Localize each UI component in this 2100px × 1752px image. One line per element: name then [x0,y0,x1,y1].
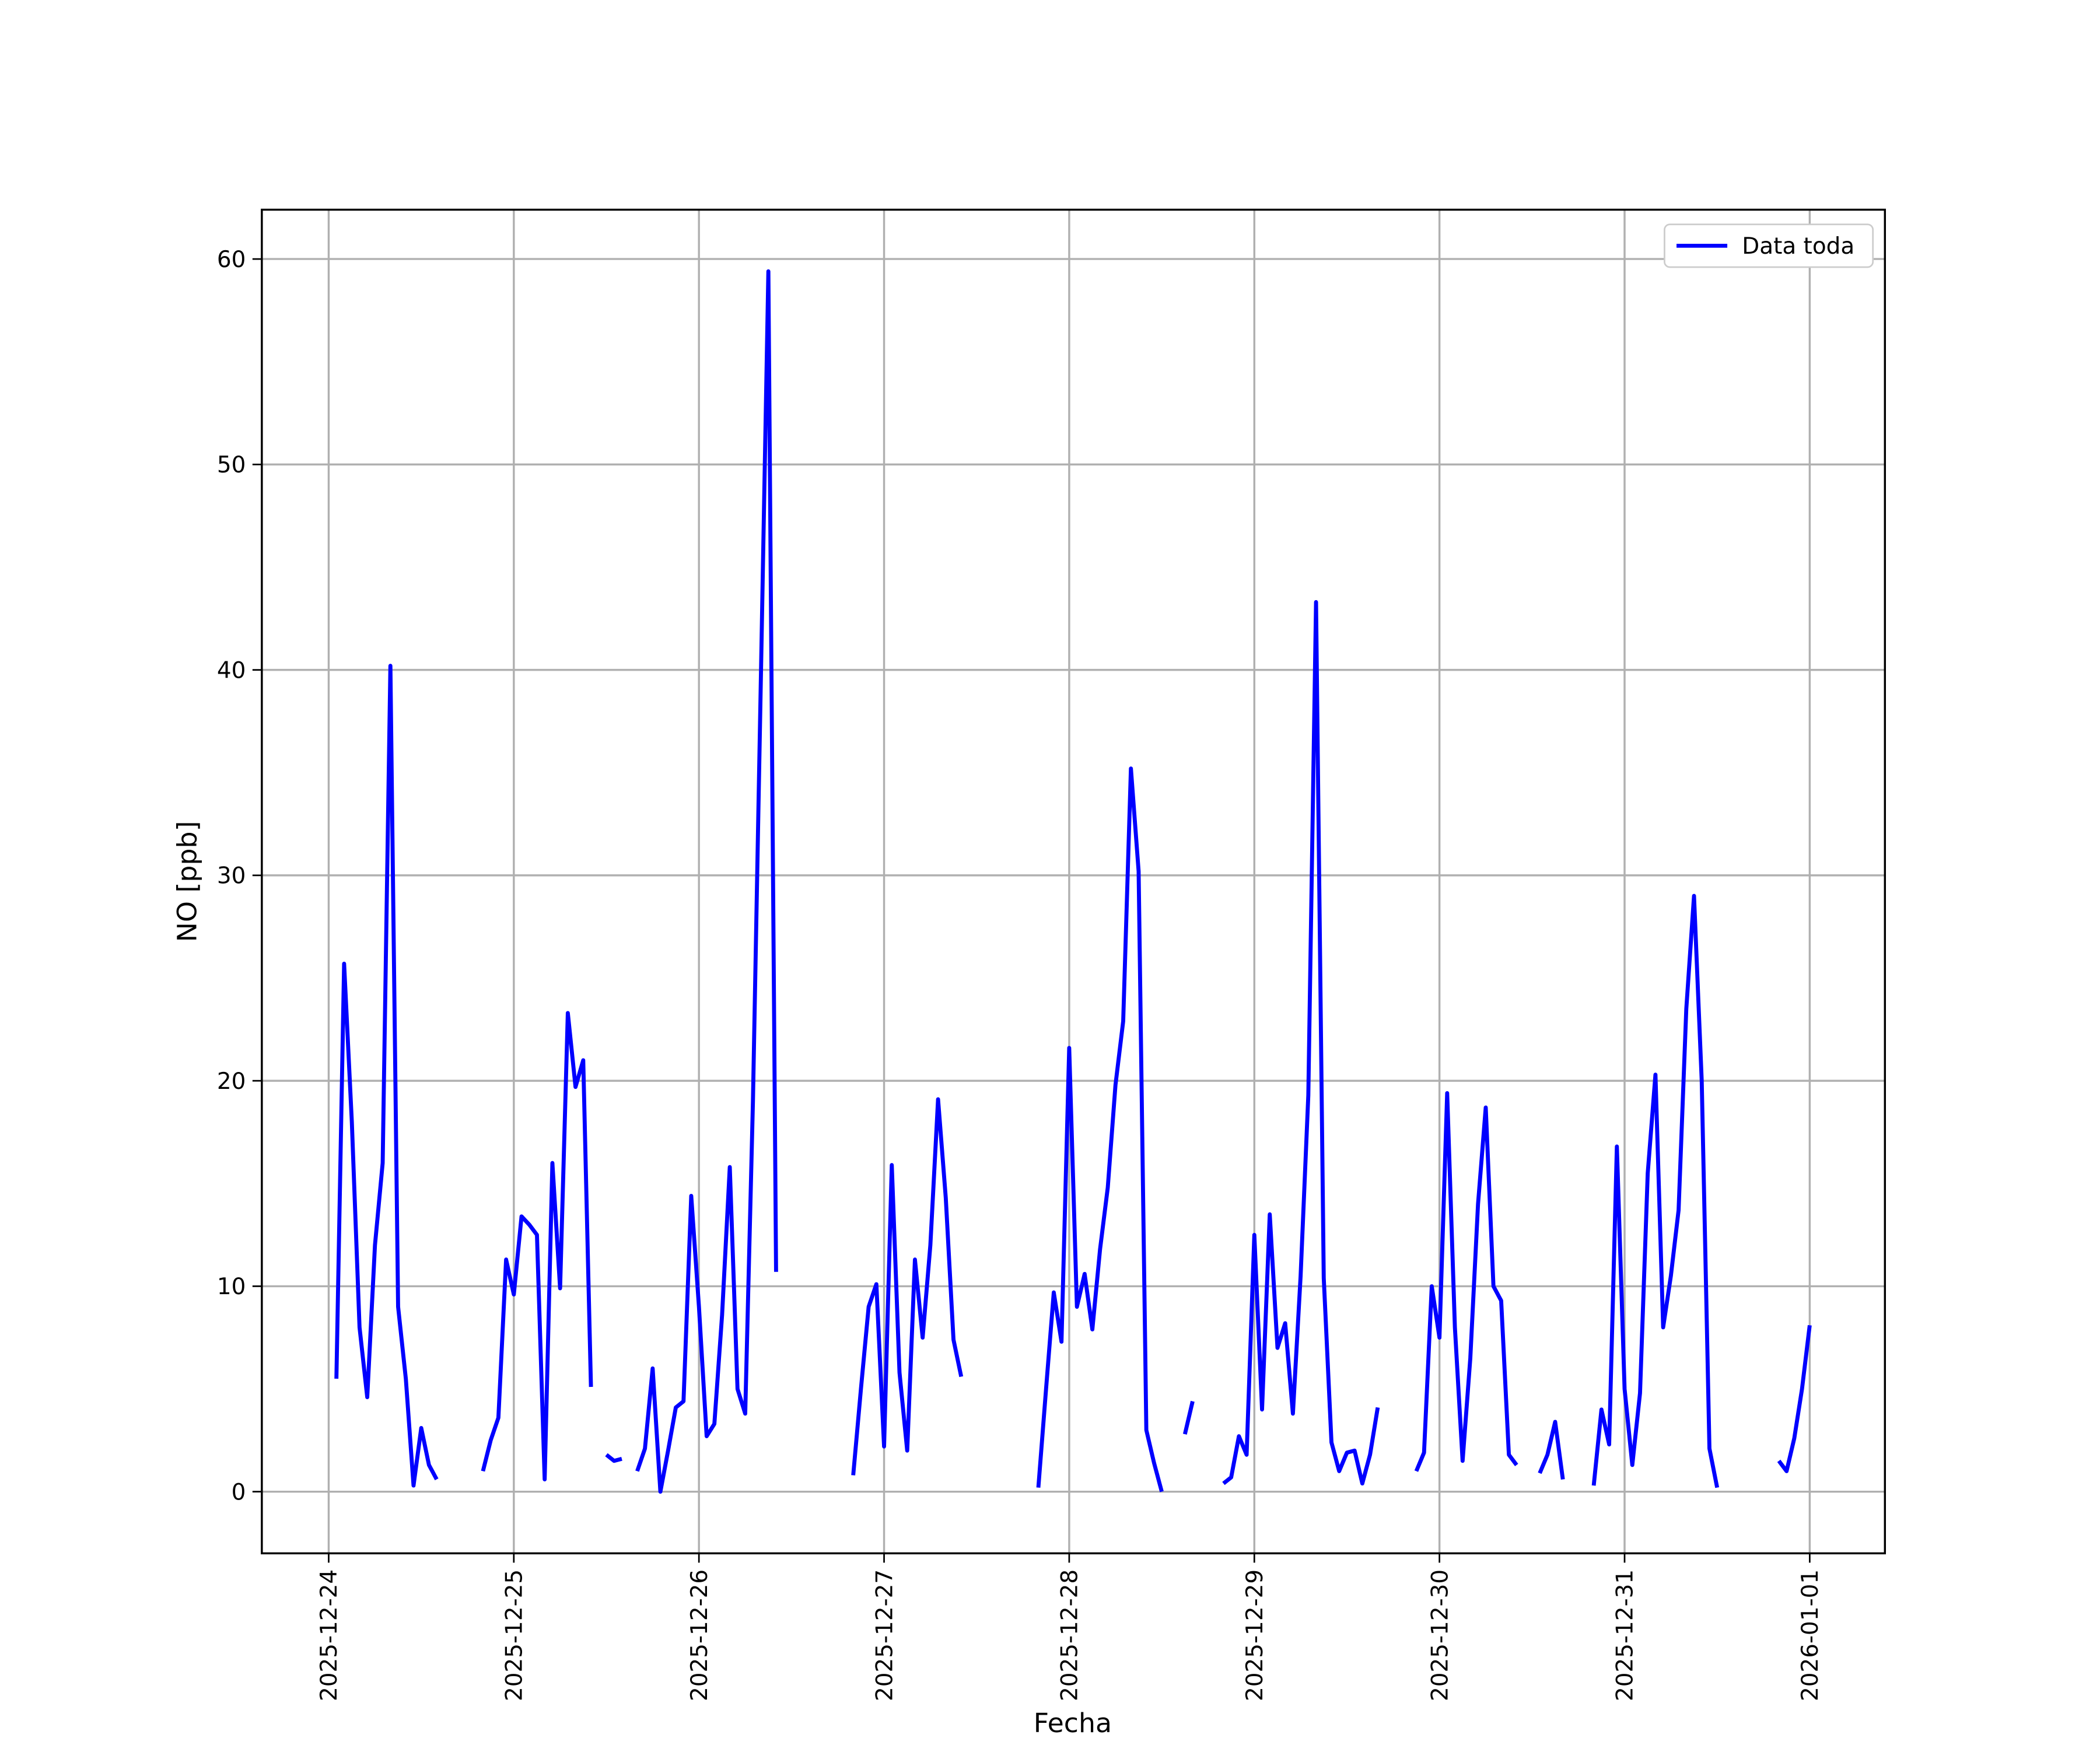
y-tick-label: 50 [217,452,246,478]
x-tick-label: 2025-12-31 [1612,1569,1639,1701]
y-tick-label: 20 [217,1068,246,1095]
y-tick-label: 10 [217,1274,246,1300]
y-tick-label: 0 [232,1479,246,1505]
x-tick-label: 2026-01-01 [1797,1569,1824,1701]
legend-label: Data toda [1742,233,1854,260]
legend-box [1664,223,1874,268]
x-tick-label: 2025-12-24 [316,1569,342,1701]
plot-frame [261,208,1887,1555]
x-tick-label: 2025-12-28 [1057,1569,1083,1701]
data-line [334,269,1812,1494]
x-tick-label: 2025-12-30 [1427,1569,1453,1701]
y-tick-label: 40 [217,657,246,684]
x-tick-label: 2025-12-29 [1242,1569,1268,1701]
x-tick-label: 2025-12-26 [687,1569,713,1701]
y-tick-label: 60 [217,247,246,273]
x-tick-label: 2025-12-27 [872,1569,898,1701]
x-tick-label: 2025-12-25 [502,1569,528,1701]
y-axis-label: NO [ppb] [172,821,203,942]
x-axis-label: Fecha [1034,1707,1112,1739]
y-tick-label: 30 [217,863,246,889]
